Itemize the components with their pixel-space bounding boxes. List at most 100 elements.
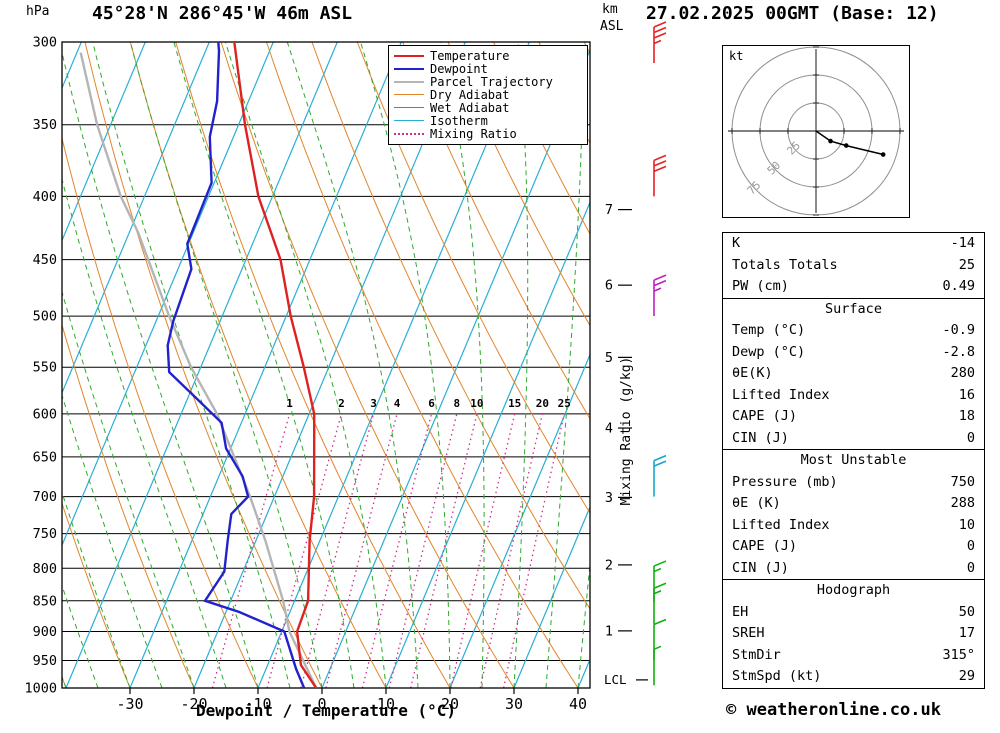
svg-text:1: 1 (605, 623, 613, 639)
copyright-label: © weatheronline.co.uk (726, 700, 941, 720)
svg-text:2: 2 (605, 557, 613, 573)
stats-row-value: 0 (966, 559, 975, 576)
legend-item: Isotherm (389, 114, 587, 127)
legend-line-sample (394, 107, 424, 108)
stats-row-label: StmSpd (kt) (732, 668, 822, 684)
stats-row-value: 280 (950, 365, 975, 381)
stats-row-label: Totals Totals (732, 256, 838, 273)
stats-row-label: EH (732, 603, 749, 620)
stats-row-value: 50 (958, 603, 975, 620)
svg-text:6: 6 (605, 278, 613, 294)
stats-section-header: Most Unstable (800, 452, 907, 468)
stats-row: StmDir 315° (723, 645, 984, 667)
x-axis-label: Dewpoint / Temperature (°C) (195, 701, 457, 720)
stats-row-value: 0 (966, 429, 975, 446)
svg-text:300: 300 (33, 35, 57, 51)
svg-text:7: 7 (605, 202, 613, 218)
legend-label: Isotherm (430, 113, 488, 128)
stats-row: CAPE (J) 0 (723, 536, 984, 558)
stats-row-value: 16 (958, 386, 975, 403)
stats-row-label: θE(K) (732, 365, 773, 381)
legend-label: Temperature (430, 48, 510, 63)
stats-row-value: -0.9 (942, 322, 975, 338)
svg-text:0: 0 (317, 695, 326, 713)
svg-text:15: 15 (508, 397, 521, 410)
svg-text:30: 30 (505, 695, 523, 713)
stats-row-value: 25 (958, 256, 975, 273)
stats-row: Lifted Index 16 (723, 385, 984, 407)
svg-text:4: 4 (394, 397, 401, 410)
svg-text:400: 400 (33, 189, 57, 205)
legend-item: Mixing Ratio (389, 127, 587, 140)
svg-text:3: 3 (605, 490, 613, 506)
stats-row-label: Lifted Index (732, 516, 830, 533)
legend-line-sample (394, 132, 424, 135)
legend-line-sample (394, 67, 424, 70)
stats-row-label: CAPE (J) (732, 538, 798, 554)
svg-text:20: 20 (441, 695, 459, 713)
legend-line-sample (394, 120, 424, 121)
svg-text:1: 1 (286, 397, 293, 410)
hodograph-panel: kt 25 50 75 (722, 45, 910, 218)
stats-section: Most Unstable Pressure (mb) 750 θE (K) 288 Li… (722, 449, 985, 580)
svg-text:950: 950 (33, 653, 57, 669)
svg-text:8: 8 (453, 397, 460, 410)
svg-text:350: 350 (33, 117, 57, 133)
stats-row: Pressure (mb) 750 (723, 472, 984, 494)
stats-row-label: CIN (J) (732, 429, 789, 446)
legend-label: Mixing Ratio (430, 126, 517, 141)
stats-row: PW (cm) 0.49 (723, 276, 984, 298)
svg-text:500: 500 (33, 309, 57, 325)
legend-label: Dry Adiabat (430, 87, 510, 102)
page-title: 45°28'N 286°45'W 46m ASL (92, 3, 353, 24)
svg-text:40: 40 (569, 695, 587, 713)
stats-row-label: PW (cm) (732, 278, 789, 294)
km-axis-unit: km (602, 2, 618, 17)
stats-section-header: Hodograph (816, 582, 891, 598)
stats-row: CIN (J) 0 (723, 558, 984, 580)
legend-item: Parcel Trajectory (389, 75, 587, 88)
stats-row-value: -2.8 (942, 343, 975, 360)
legend-line-sample (394, 94, 424, 95)
svg-text:20: 20 (536, 397, 549, 410)
svg-text:750: 750 (33, 526, 57, 542)
legend-line-sample (394, 80, 424, 83)
stats-row-label: CIN (J) (732, 559, 789, 576)
stats-row: θE (K) 288 (723, 493, 984, 515)
stats-row: CIN (J) 0 (723, 428, 984, 450)
legend-line-sample (394, 54, 424, 57)
stats-row-value: 17 (958, 625, 975, 641)
stats-section: K -14 Totals Totals 25 PW (cm) 0.49 (722, 232, 985, 299)
legend-label: Parcel Trajectory (430, 74, 553, 89)
stats-row: Temp (°C) -0.9 (723, 320, 984, 342)
stats-row-label: CAPE (J) (732, 408, 798, 424)
stats-row-label: Temp (°C) (732, 322, 806, 338)
svg-text:850: 850 (33, 593, 57, 609)
svg-text:-30: -30 (116, 695, 143, 713)
stats-row-value: 18 (958, 408, 975, 424)
stats-row-label: θE (K) (732, 495, 781, 511)
legend-label: Wet Adiabat (430, 100, 510, 115)
svg-text:6: 6 (428, 397, 435, 410)
svg-text:10: 10 (470, 397, 483, 410)
svg-text:4: 4 (605, 421, 613, 437)
stats-row: Dewp (°C) -2.8 (723, 342, 984, 364)
stats-row-label: StmDir (732, 646, 781, 663)
stats-row: EH 50 (723, 602, 984, 624)
svg-text:2: 2 (338, 397, 345, 410)
stats-row: StmSpd (kt) 29 (723, 666, 984, 688)
svg-text:900: 900 (33, 624, 57, 640)
svg-text:25: 25 (784, 139, 803, 158)
svg-text:800: 800 (33, 561, 57, 577)
svg-text:25: 25 (558, 397, 571, 410)
svg-text:5: 5 (605, 350, 613, 366)
svg-text:-10: -10 (244, 695, 271, 713)
stats-row-value: -14 (950, 235, 975, 251)
stats-row: Totals Totals 25 (723, 255, 984, 277)
chart-legend: Temperature Dewpoint Parcel Trajectory Dry … (388, 45, 588, 145)
stats-row: K -14 (723, 233, 984, 255)
stats-section: Hodograph EH 50 SREH 17 StmDir 315° StmSpd (kt)… (722, 579, 985, 689)
